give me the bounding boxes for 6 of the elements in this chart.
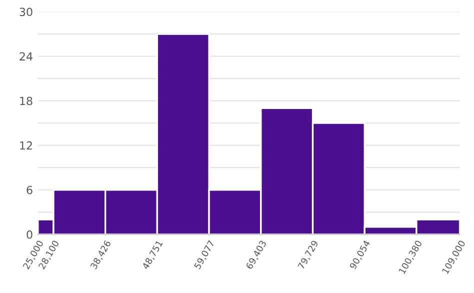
- y-tick-label: 18: [20, 96, 32, 106]
- y-tick-label: 6: [26, 186, 32, 194]
- y-tick-label: 0: [26, 230, 32, 239]
- y-tick-label: 30: [20, 8, 32, 16]
- y-tick-label: 24: [20, 52, 32, 60]
- y-tick-label: 12: [20, 141, 32, 150]
